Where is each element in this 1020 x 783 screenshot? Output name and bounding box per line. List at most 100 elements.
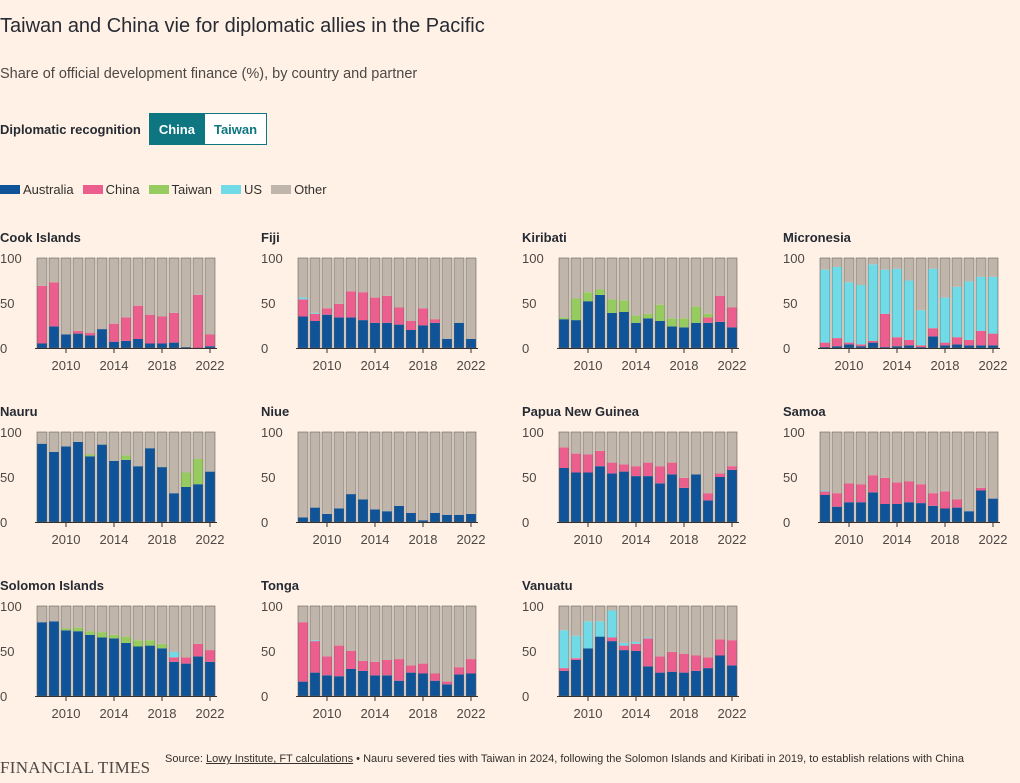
bar-segment-other-2013 — [619, 606, 629, 643]
bar-segment-australia-2008 — [37, 622, 47, 696]
source-note: Source: Lowy Institute, FT calculations … — [165, 752, 1015, 767]
bar-segment-australia-2009 — [571, 660, 581, 696]
bar-segment-other-2016 — [916, 432, 926, 485]
bar-segment-australia-2016 — [916, 503, 926, 522]
bar-segment-australia-2022 — [988, 345, 998, 348]
bar-segment-china-2013 — [619, 464, 629, 472]
bar-segment-china-2008 — [298, 299, 308, 317]
bar-segment-other-2019 — [169, 432, 179, 494]
legend-item-other: Other — [271, 182, 327, 197]
bar-segment-china-2016 — [394, 659, 404, 681]
panel-title: Niue — [261, 404, 290, 419]
bar-segment-australia-2011 — [595, 636, 605, 696]
y-tick-label: 0 — [0, 515, 7, 530]
bar-segment-china-2019 — [691, 655, 701, 671]
bar-segment-us-2008 — [820, 269, 830, 343]
bar-segment-taiwan-2017 — [667, 318, 677, 327]
y-tick-label: 50 — [522, 470, 536, 485]
x-tick-label: 2014 — [622, 358, 651, 373]
bar-segment-other-2010 — [583, 432, 593, 455]
bar-segment-china-2009 — [49, 282, 59, 327]
bar-segment-australia-2012 — [607, 473, 617, 522]
bar-segment-us-2012 — [607, 610, 617, 638]
bar-segment-other-2013 — [619, 432, 629, 465]
bar-segment-australia-2013 — [619, 312, 629, 348]
panel-title: Tonga — [261, 578, 300, 593]
panel-solomon-islands: Solomon Islands 0 50 100 2010 2014 2018 2022 — [0, 578, 240, 738]
bar-segment-china-2014 — [109, 323, 119, 342]
bar-segment-other-2014 — [892, 432, 902, 483]
bar-segment-australia-2015 — [643, 318, 653, 348]
bar-segment-us-2012 — [868, 264, 878, 341]
y-tick-label: 50 — [0, 644, 14, 659]
bar-segment-australia-2014 — [109, 460, 119, 522]
y-tick-label: 100 — [783, 251, 805, 266]
x-tick-label: 2010 — [574, 706, 603, 721]
bar-segment-australia-2014 — [631, 322, 641, 348]
bar-segment-australia-2020 — [442, 684, 452, 696]
bar-segment-australia-2019 — [169, 342, 179, 348]
bar-segment-australia-2022 — [205, 661, 215, 696]
bar-segment-other-2022 — [727, 606, 737, 641]
bar-segment-other-2012 — [346, 258, 356, 292]
bar-segment-other-2011 — [856, 432, 866, 485]
bar-segment-other-2021 — [193, 432, 203, 459]
bar-segment-australia-2021 — [715, 321, 725, 348]
bar-segment-china-2010 — [583, 454, 593, 473]
bar-segment-other-2010 — [583, 258, 593, 293]
bar-segment-other-2008 — [559, 606, 569, 631]
bar-segment-other-2012 — [868, 432, 878, 476]
bar-segment-australia-2019 — [430, 680, 440, 696]
x-tick-label: 2018 — [931, 358, 960, 373]
bar-segment-other-2010 — [61, 258, 71, 335]
bar-segment-australia-2008 — [37, 443, 47, 522]
panel-title: Vanuatu — [522, 578, 573, 593]
bar-segment-australia-2017 — [406, 672, 416, 696]
bar-segment-china-2011 — [856, 484, 866, 503]
bar-segment-china-2013 — [880, 477, 890, 504]
bar-segment-australia-2012 — [346, 669, 356, 696]
bar-segment-australia-2011 — [73, 333, 83, 348]
bar-segment-china-2018 — [679, 477, 689, 488]
panel-title: Nauru — [0, 404, 38, 419]
bar-segment-australia-2018 — [940, 508, 950, 522]
footnote: • Nauru severed ties with Taiwan in 2024… — [353, 753, 964, 765]
bar-segment-australia-2016 — [655, 483, 665, 522]
bar-segment-other-2011 — [595, 258, 605, 290]
bar-segment-other-2009 — [571, 432, 581, 454]
toggle-taiwan-button[interactable]: Taiwan — [204, 113, 268, 145]
bar-segment-other-2015 — [121, 258, 131, 318]
bar-segment-australia-2015 — [121, 642, 131, 696]
bar-segment-china-2017 — [145, 314, 155, 344]
y-tick-label: 100 — [261, 251, 283, 266]
panel-chart: 0 50 100 2010 2014 2018 2022 — [261, 425, 485, 547]
bar-segment-us-2014 — [631, 642, 641, 644]
x-tick-label: 2022 — [718, 358, 747, 373]
bar-segment-us-2019 — [952, 286, 962, 338]
bar-segment-australia-2014 — [109, 638, 119, 696]
bar-segment-other-2015 — [121, 606, 131, 637]
bar-segment-us-2017 — [928, 268, 938, 329]
y-tick-label: 0 — [0, 341, 7, 356]
panel-chart: 0 50 100 2010 2014 2018 2022 — [783, 425, 1008, 547]
bar-segment-china-2011 — [334, 303, 344, 318]
legend-item-australia: Australia — [0, 182, 74, 197]
bar-segment-other-2019 — [430, 606, 440, 674]
bar-segment-australia-2010 — [844, 344, 854, 348]
x-tick-label: 2022 — [979, 532, 1008, 547]
bar-segment-other-2016 — [133, 258, 143, 306]
bar-segment-australia-2014 — [631, 651, 641, 696]
source-link[interactable]: Lowy Institute, FT calculations — [205, 753, 354, 765]
bar-segment-australia-2009 — [310, 321, 320, 348]
toggle-china-button[interactable]: China — [148, 113, 205, 145]
bar-segment-other-2019 — [691, 606, 701, 656]
bar-segment-china-2009 — [310, 313, 320, 321]
bar-segment-australia-2016 — [394, 680, 404, 696]
bar-segment-australia-2008 — [298, 316, 308, 348]
bar-segment-us-2013 — [880, 269, 890, 314]
bar-segment-other-2011 — [334, 606, 344, 646]
bar-segment-australia-2008 — [820, 495, 830, 522]
bar-segment-australia-2019 — [169, 661, 179, 696]
bar-segment-taiwan-2014 — [631, 315, 641, 323]
legend-label: Australia — [23, 182, 74, 197]
